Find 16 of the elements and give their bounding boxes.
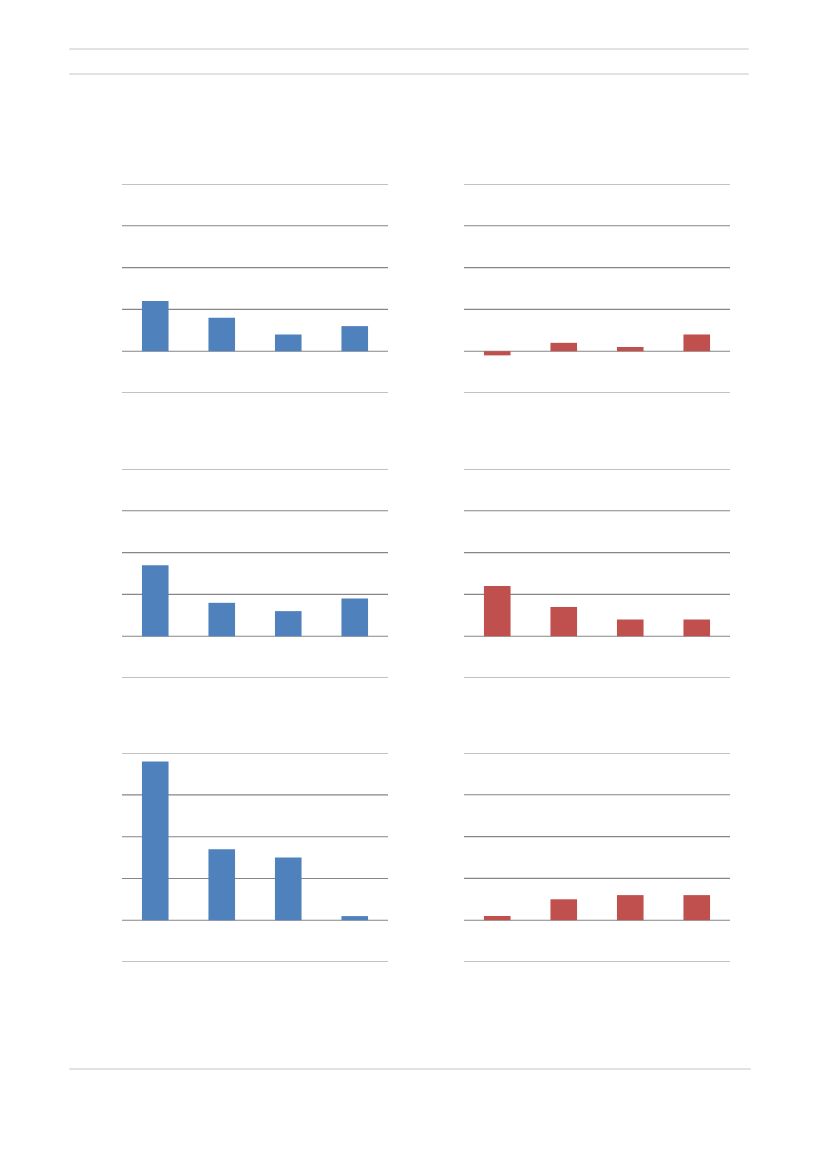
bar <box>208 317 236 352</box>
bar <box>141 301 169 352</box>
bar <box>341 916 369 921</box>
bar <box>274 611 302 637</box>
bar <box>483 351 511 356</box>
bar <box>550 342 578 352</box>
bar <box>208 849 236 921</box>
bar <box>141 565 169 637</box>
bar <box>274 334 302 352</box>
bar <box>341 326 369 352</box>
bar <box>616 347 644 352</box>
bar <box>341 598 369 637</box>
bar <box>683 334 711 352</box>
bar <box>141 761 169 921</box>
bar <box>208 602 236 637</box>
bar <box>274 857 302 921</box>
